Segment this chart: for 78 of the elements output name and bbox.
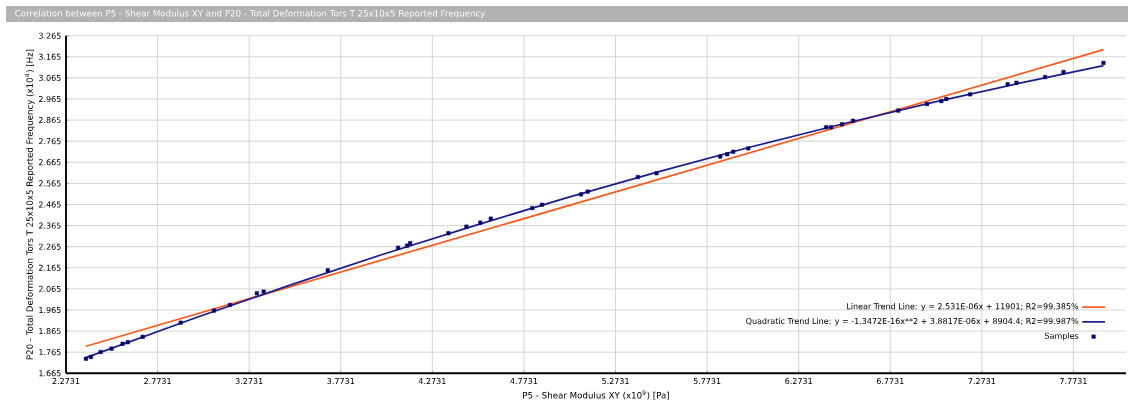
point [396,245,401,250]
legend-label: Samples [1045,332,1079,341]
point [851,118,856,123]
y-tick-label: 2.465 [38,201,61,208]
y-tick-label: 2.265 [38,243,61,250]
x-axis-title: P5 - Shear Modulus XY (x10$^{9}$) [Pa] [523,390,669,400]
y-tick-label: 1.865 [39,328,61,335]
point [125,340,130,345]
point [896,108,901,113]
x-tick-label: 2.2731 [52,377,80,385]
point [540,202,545,207]
point [1005,82,1010,87]
point [840,122,845,127]
point [725,152,730,157]
point [746,146,751,151]
point [178,320,183,325]
x-tick-label: 5.2731 [602,377,629,385]
point [478,220,483,225]
y-tick-label: 2.965 [38,95,61,103]
point [1061,69,1066,74]
point [98,349,103,354]
point [120,341,125,346]
point [211,308,216,313]
x-tick-label: 6.2731 [785,377,812,385]
chart-title: Correlation between P5 - Shear Modulus XY and P20 - Total Deformation Tors T 25x10x5 Reported Frequency [15,9,486,19]
point [1043,75,1048,80]
x-tick-label: 7.7731 [1060,377,1087,385]
legend-label: Quadratic Trend Line: y = -1.3472E-16x**2 + 3.8817E-06x + 8904.4; R2=99.987% [746,317,1079,326]
point [585,189,590,194]
point [1101,60,1106,65]
y-tick-label: 3.265 [39,32,61,39]
y-tick-label: 3.165 [39,53,61,60]
point [227,302,232,307]
point [405,243,410,248]
point [968,92,973,97]
x-tick-label: 2.7731 [144,377,171,385]
x-tick-label: 3.2731 [235,377,263,385]
y-tick-label: 2.665 [38,159,61,166]
point [925,102,930,107]
point [109,346,114,351]
y-tick-label: 2.765 [38,138,61,145]
y-tick-label: 2.565 [38,180,61,187]
point [654,171,659,176]
x-tick-label: 7.2731 [968,377,996,385]
x-tick-label: 5.7731 [693,377,721,385]
point [140,334,145,339]
x-tick-label: 4.7731 [510,377,538,385]
point [464,224,469,229]
x-tick-label: 3.7731 [327,377,355,385]
y-tick-label: 1.665 [39,370,61,377]
point [254,291,259,296]
point [261,289,266,294]
x-tick-label: 4.2731 [418,377,446,385]
y-axis-title: P20 - Total Deformation Tors T 25x10x5 Reported Frequency (x10$^{4}$) [Hz] [25,49,35,360]
point [829,125,834,130]
y-tick-label: 3.065 [39,74,61,81]
point [88,355,93,360]
legend-label: Linear Trend Line: y = 2.531E-06x + 11901; R2=99.385% [847,303,1079,311]
y-tick-label: 1.765 [39,349,61,356]
y-tick-label: 2.065 [38,285,61,292]
y-tick-label: 2.165 [38,264,61,271]
point [718,154,723,159]
point [731,149,736,154]
point [1014,80,1019,85]
point [635,175,640,180]
point [83,356,88,361]
y-tick-label: 2.865 [38,117,61,124]
point [446,231,451,236]
point [325,268,330,273]
point [530,206,535,211]
point [939,99,944,104]
y-tick-label: 1.965 [39,306,61,313]
point [944,96,949,101]
y-tick-label: 2.365 [38,222,61,229]
point [579,192,584,197]
x-tick-label: 6.7731 [876,377,904,385]
point [824,125,829,130]
point [488,216,493,221]
